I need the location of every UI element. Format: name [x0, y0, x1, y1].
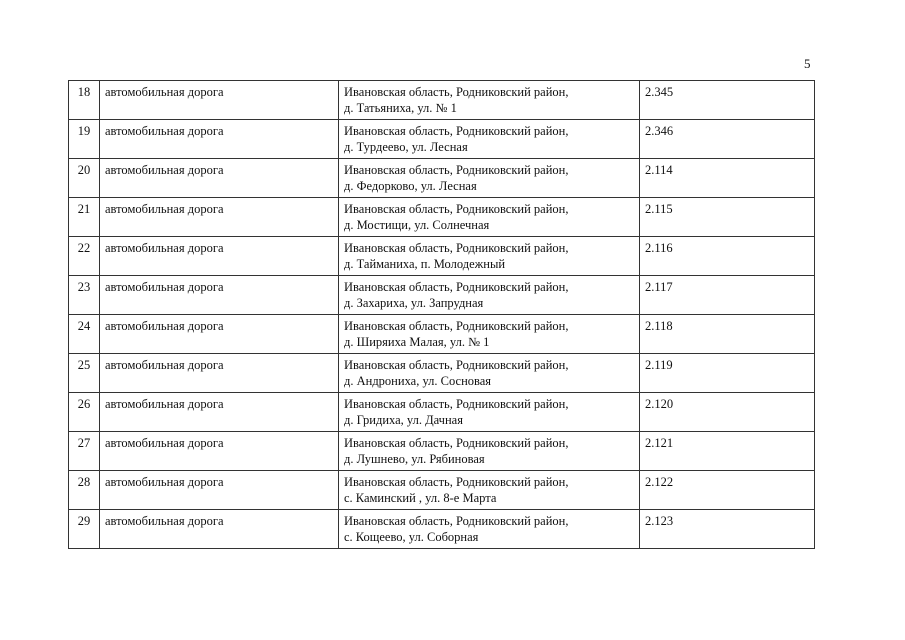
row-number: 28 — [68, 470, 100, 510]
address: Ивановская область, Родниковский район, д… — [338, 314, 640, 354]
table-row: 26 автомобильная дорога Ивановская область… — [68, 392, 815, 432]
object-type: автомобильная дорога — [99, 314, 339, 354]
registry-code: 2.115 — [639, 197, 815, 237]
address-line-1: Ивановская область, Родниковский район, — [344, 280, 569, 294]
row-number: 21 — [68, 197, 100, 237]
address: Ивановская область, Родниковский район, с… — [338, 470, 640, 510]
address: Ивановская область, Родниковский район, д… — [338, 158, 640, 198]
roads-table: 18 автомобильная дорога Ивановская область… — [68, 80, 815, 549]
address-line-2: д. Тайманиха, п. Молодежный — [344, 257, 506, 271]
row-number: 18 — [68, 80, 100, 120]
registry-code: 2.122 — [639, 470, 815, 510]
registry-code: 2.345 — [639, 80, 815, 120]
table-row: 19 автомобильная дорога Ивановская область… — [68, 119, 815, 159]
address: Ивановская область, Родниковский район, д… — [338, 431, 640, 471]
address-line-1: Ивановская область, Родниковский район, — [344, 358, 569, 372]
address-line-1: Ивановская область, Родниковский район, — [344, 397, 569, 411]
object-type: автомобильная дорога — [99, 431, 339, 471]
registry-code: 2.123 — [639, 509, 815, 549]
address: Ивановская область, Родниковский район, д… — [338, 236, 640, 276]
address-line-1: Ивановская область, Родниковский район, — [344, 163, 569, 177]
address-line-1: Ивановская область, Родниковский район, — [344, 514, 569, 528]
table-row: 28 автомобильная дорога Ивановская область… — [68, 470, 815, 510]
row-number: 29 — [68, 509, 100, 549]
address: Ивановская область, Родниковский район, д… — [338, 197, 640, 237]
row-number: 25 — [68, 353, 100, 393]
object-type: автомобильная дорога — [99, 509, 339, 549]
object-type: автомобильная дорога — [99, 236, 339, 276]
table-row: 24 автомобильная дорога Ивановская область… — [68, 314, 815, 354]
address-line-1: Ивановская область, Родниковский район, — [344, 319, 569, 333]
address-line-2: д. Гридиха, ул. Дачная — [344, 413, 463, 427]
row-number: 22 — [68, 236, 100, 276]
address-line-1: Ивановская область, Родниковский район, — [344, 85, 569, 99]
address-line-2: с. Кощеево, ул. Соборная — [344, 530, 479, 544]
row-number: 23 — [68, 275, 100, 315]
table-row: 22 автомобильная дорога Ивановская область… — [68, 236, 815, 276]
page-number: 5 — [804, 56, 811, 71]
address-line-1: Ивановская область, Родниковский район, — [344, 241, 569, 255]
object-type: автомобильная дорога — [99, 392, 339, 432]
address: Ивановская область, Родниковский район, д… — [338, 353, 640, 393]
object-type: автомобильная дорога — [99, 470, 339, 510]
registry-code: 2.116 — [639, 236, 815, 276]
address: Ивановская область, Родниковский район, д… — [338, 119, 640, 159]
address-line-2: д. Лушнево, ул. Рябиновая — [344, 452, 485, 466]
row-number: 20 — [68, 158, 100, 198]
address: Ивановская область, Родниковский район, д… — [338, 392, 640, 432]
registry-code: 2.114 — [639, 158, 815, 198]
address-line-2: д. Ширяиха Малая, ул. № 1 — [344, 335, 490, 349]
registry-code: 2.117 — [639, 275, 815, 315]
registry-code: 2.118 — [639, 314, 815, 354]
address-line-2: д. Федорково, ул. Лесная — [344, 179, 477, 193]
address-line-2: д. Андрониха, ул. Сосновая — [344, 374, 492, 388]
address-line-2: д. Турдеево, ул. Лесная — [344, 140, 468, 154]
address-line-1: Ивановская область, Родниковский район, — [344, 202, 569, 216]
address: Ивановская область, Родниковский район, с… — [338, 509, 640, 549]
registry-code: 2.120 — [639, 392, 815, 432]
registry-code: 2.346 — [639, 119, 815, 159]
address: Ивановская область, Родниковский район, д… — [338, 80, 640, 120]
row-number: 27 — [68, 431, 100, 471]
address: Ивановская область, Родниковский район, д… — [338, 275, 640, 315]
address-line-2: д. Захариха, ул. Запрудная — [344, 296, 484, 310]
address-line-1: Ивановская область, Родниковский район, — [344, 124, 569, 138]
object-type: автомобильная дорога — [99, 158, 339, 198]
address-line-2: д. Мостищи, ул. Солнечная — [344, 218, 490, 232]
object-type: автомобильная дорога — [99, 353, 339, 393]
table-row: 27 автомобильная дорога Ивановская область… — [68, 431, 815, 471]
row-number: 19 — [68, 119, 100, 159]
table-row: 20 автомобильная дорога Ивановская область… — [68, 158, 815, 198]
table-row: 29 автомобильная дорога Ивановская область… — [68, 509, 815, 549]
address-line-1: Ивановская область, Родниковский район, — [344, 436, 569, 450]
object-type: автомобильная дорога — [99, 80, 339, 120]
table-row: 21 автомобильная дорога Ивановская область… — [68, 197, 815, 237]
row-number: 26 — [68, 392, 100, 432]
table-row: 23 автомобильная дорога Ивановская область… — [68, 275, 815, 315]
address-line-2: д. Татьяниха, ул. № 1 — [344, 101, 457, 115]
table-row: 18 автомобильная дорога Ивановская область… — [68, 80, 815, 120]
registry-code: 2.121 — [639, 431, 815, 471]
object-type: автомобильная дорога — [99, 119, 339, 159]
address-line-2: с. Каминский , ул. 8-е Марта — [344, 491, 497, 505]
object-type: автомобильная дорога — [99, 275, 339, 315]
address-line-1: Ивановская область, Родниковский район, — [344, 475, 569, 489]
row-number: 24 — [68, 314, 100, 354]
table-row: 25 автомобильная дорога Ивановская область… — [68, 353, 815, 393]
object-type: автомобильная дорога — [99, 197, 339, 237]
registry-code: 2.119 — [639, 353, 815, 393]
